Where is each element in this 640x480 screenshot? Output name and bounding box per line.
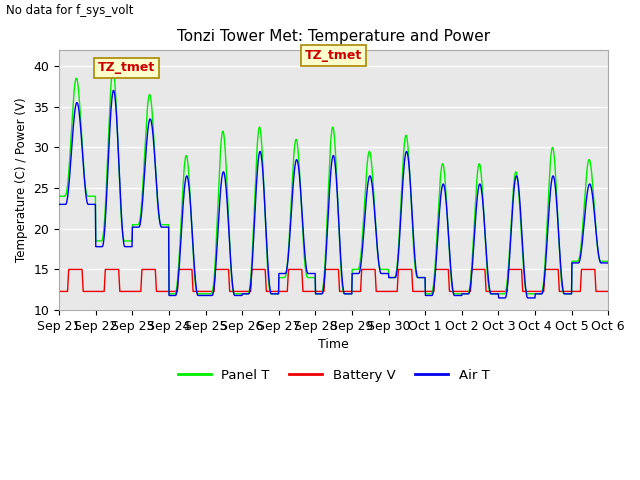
Text: TZ_tmet: TZ_tmet (97, 61, 155, 74)
Title: Tonzi Tower Met: Temperature and Power: Tonzi Tower Met: Temperature and Power (177, 29, 490, 44)
Text: TZ_tmet: TZ_tmet (305, 49, 362, 62)
Legend: Panel T, Battery V, Air T: Panel T, Battery V, Air T (172, 363, 495, 387)
X-axis label: Time: Time (318, 338, 349, 351)
Y-axis label: Temperature (C) / Power (V): Temperature (C) / Power (V) (15, 97, 28, 262)
Text: No data for f_sys_volt: No data for f_sys_volt (6, 4, 134, 17)
